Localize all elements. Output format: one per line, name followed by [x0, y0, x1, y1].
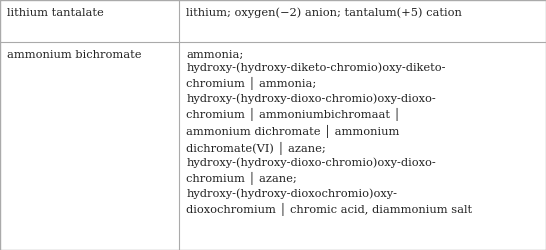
Text: ammonium bichromate: ammonium bichromate [7, 50, 141, 59]
Text: lithium; oxygen(−2) anion; tantalum(+5) cation: lithium; oxygen(−2) anion; tantalum(+5) … [186, 8, 462, 18]
Text: lithium tantalate: lithium tantalate [7, 8, 104, 18]
Text: ammonia;
hydroxy-(hydroxy-diketo-chromio)oxy-diketo-
chromium │ ammonia;
hydroxy: ammonia; hydroxy-(hydroxy-diketo-chromio… [186, 50, 472, 216]
